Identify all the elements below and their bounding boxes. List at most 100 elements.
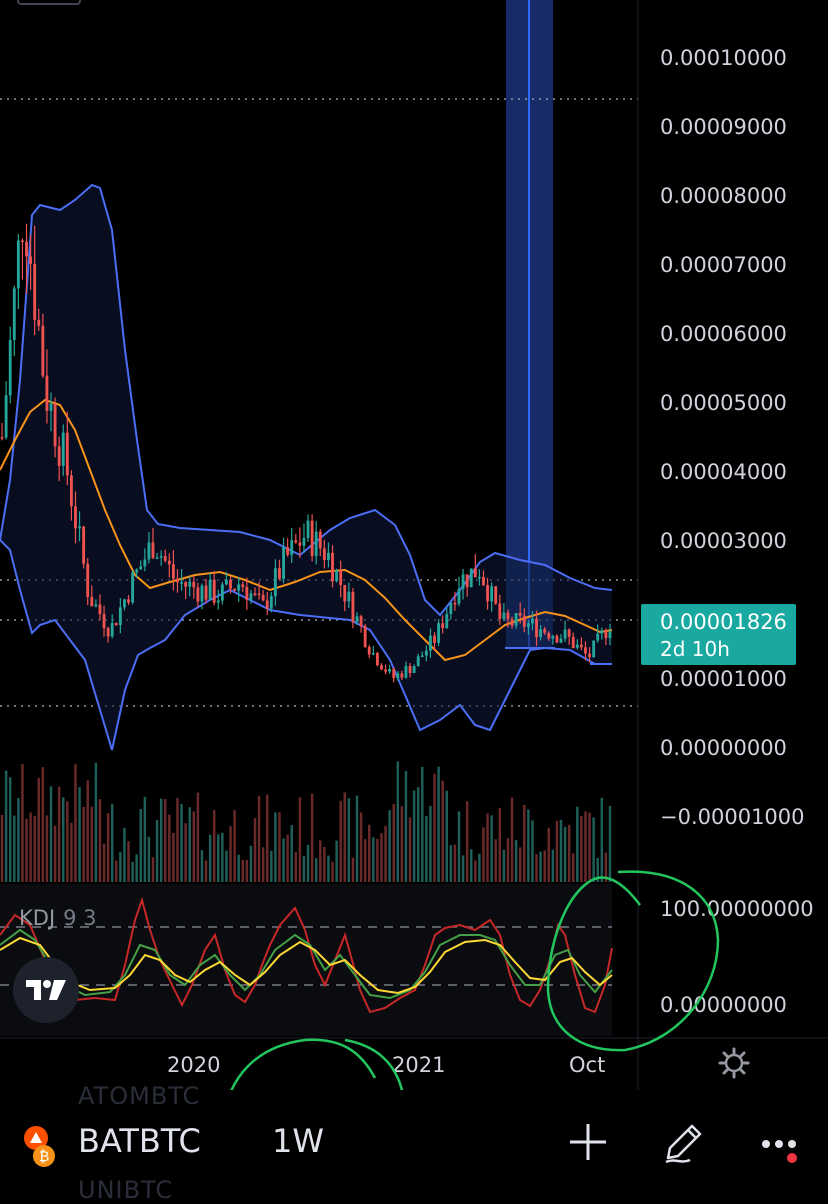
candle-body	[167, 560, 171, 565]
candle-body	[502, 612, 506, 619]
symbol-pair-icon[interactable]: ₿	[20, 1124, 60, 1170]
symbol-name[interactable]: BATBTC	[78, 1122, 201, 1160]
kdj-legend[interactable]: KDJ 9 3	[19, 906, 97, 930]
candle-body	[204, 585, 208, 600]
kdj-j-line	[0, 896, 613, 1014]
candle-body	[518, 613, 522, 616]
candle-body	[53, 403, 57, 447]
candle-body	[8, 339, 12, 396]
volume-bar	[208, 834, 212, 882]
candle-body	[278, 568, 281, 579]
price-tick: 0.00008000	[660, 184, 787, 208]
candle-body	[375, 652, 379, 666]
candle-body	[563, 629, 567, 639]
candle-body	[61, 432, 65, 466]
volume-bar	[482, 827, 485, 882]
candle-body	[237, 584, 241, 591]
volume-bar	[502, 849, 506, 882]
candle-body	[233, 588, 237, 591]
top-tab[interactable]	[17, 0, 81, 5]
interval-selector[interactable]: 1W	[272, 1122, 324, 1160]
volume-bar	[249, 845, 253, 882]
add-icon[interactable]	[566, 1120, 610, 1164]
ghost-symbol-next: UNIBTC	[78, 1176, 174, 1204]
volume-bar	[212, 810, 216, 882]
volume-bar	[490, 815, 493, 882]
candle-body	[12, 288, 16, 340]
volume-bar	[588, 812, 591, 882]
volume-bar	[416, 787, 420, 882]
volume-bar	[41, 767, 45, 882]
price-tick: 0.00009000	[660, 115, 787, 139]
candle-body	[74, 506, 77, 529]
candle-body	[184, 582, 188, 587]
volume-bar	[151, 857, 155, 882]
candle-body	[269, 596, 273, 609]
volume-bar	[461, 855, 465, 882]
volume-bar	[266, 794, 269, 882]
candle-body	[102, 614, 106, 629]
candle-body	[506, 612, 510, 620]
candle-body	[494, 586, 498, 604]
candle-body	[539, 629, 543, 638]
candle-body	[131, 572, 135, 603]
price-tick: 0.00004000	[660, 460, 787, 484]
kdj-tick-100: 100.00000000	[660, 897, 814, 921]
volume-bar	[253, 818, 257, 882]
volume-bar	[543, 850, 546, 882]
candle-body	[0, 437, 4, 439]
volume-bar	[580, 815, 583, 882]
candle-body	[371, 652, 375, 655]
candle-body	[220, 584, 224, 601]
volume-bar	[217, 834, 220, 882]
volume-bar	[204, 860, 208, 882]
time-tick-2021: 2021	[392, 1053, 445, 1077]
candle-body	[310, 520, 314, 557]
volume-bar	[225, 850, 228, 882]
bollinger-upper	[0, 183, 613, 617]
candle-body	[567, 629, 571, 637]
candle-body	[151, 542, 155, 558]
volume-bar	[8, 777, 12, 882]
volume-bar	[400, 806, 404, 882]
annotation-circle-kdj	[546, 870, 720, 1052]
tradingview-logo[interactable]	[13, 957, 79, 1023]
candle-body	[135, 569, 139, 573]
candle-body	[596, 633, 600, 641]
candle-body	[514, 613, 518, 626]
volume-bar	[49, 786, 53, 882]
candle-body	[123, 599, 126, 608]
candle-body	[176, 578, 179, 583]
candle-body	[331, 552, 334, 582]
volume-bar	[298, 797, 302, 882]
svg-text:₿: ₿	[39, 1149, 49, 1165]
candle-body	[363, 626, 367, 647]
candle-body	[90, 596, 94, 607]
candle-body	[212, 579, 216, 603]
candle-body	[41, 325, 45, 376]
volume-bar	[184, 823, 187, 882]
volume-bar	[384, 825, 387, 882]
candle-body	[559, 638, 563, 643]
more-options-icon[interactable]	[758, 1124, 802, 1164]
volume-bar	[425, 816, 428, 882]
volume-bar	[604, 852, 608, 882]
drawing-pen-icon[interactable]	[660, 1118, 708, 1166]
candle-body	[314, 531, 318, 557]
candle-body	[200, 585, 204, 602]
candle-body	[367, 646, 371, 655]
candle-body	[547, 632, 551, 639]
volume-bar	[102, 843, 106, 882]
volume-bar	[147, 836, 151, 882]
volume-bar	[494, 839, 497, 882]
settings-gear-icon[interactable]	[718, 1047, 750, 1079]
candle-body	[449, 603, 453, 615]
volume-bar	[188, 807, 191, 882]
volume-bar	[563, 826, 567, 882]
volume-bar	[510, 797, 514, 882]
candle-body	[114, 622, 118, 626]
candle-body	[86, 563, 90, 597]
volume-bar	[119, 851, 122, 882]
volume-bar	[192, 811, 196, 882]
